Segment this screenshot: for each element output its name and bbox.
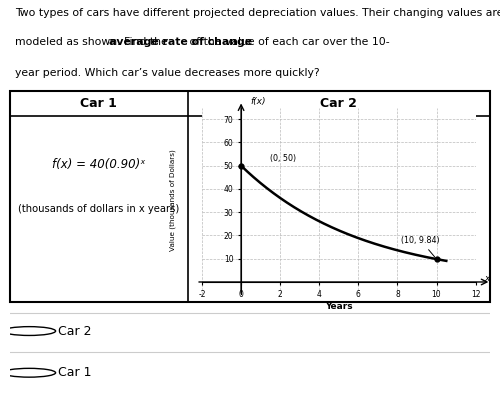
Text: f(x) = 40(0.90)ˣ: f(x) = 40(0.90)ˣ: [52, 158, 146, 171]
Text: of the value of each car over the 10-: of the value of each car over the 10-: [186, 37, 390, 47]
Text: (thousands of dollars in x years): (thousands of dollars in x years): [18, 204, 180, 214]
Text: Years: Years: [325, 302, 352, 311]
Text: Car 1: Car 1: [58, 366, 92, 379]
Text: Car 2: Car 2: [320, 97, 357, 110]
Text: Two types of cars have different projected depreciation values. Their changing v: Two types of cars have different project…: [15, 8, 500, 18]
Text: Car 1: Car 1: [80, 97, 117, 110]
Text: year period. Which car’s value decreases more quickly?: year period. Which car’s value decreases…: [15, 68, 320, 78]
Text: f(x): f(x): [251, 97, 266, 106]
Text: modeled as shown. Find the: modeled as shown. Find the: [15, 37, 171, 47]
Text: x: x: [484, 274, 490, 283]
Text: Value (thousands of Dollars): Value (thousands of Dollars): [170, 150, 176, 252]
Text: Car 2: Car 2: [58, 324, 92, 338]
Text: (0, 50): (0, 50): [270, 154, 296, 163]
Text: (10, 9.84): (10, 9.84): [402, 236, 440, 257]
Text: average rate of change: average rate of change: [110, 37, 253, 47]
